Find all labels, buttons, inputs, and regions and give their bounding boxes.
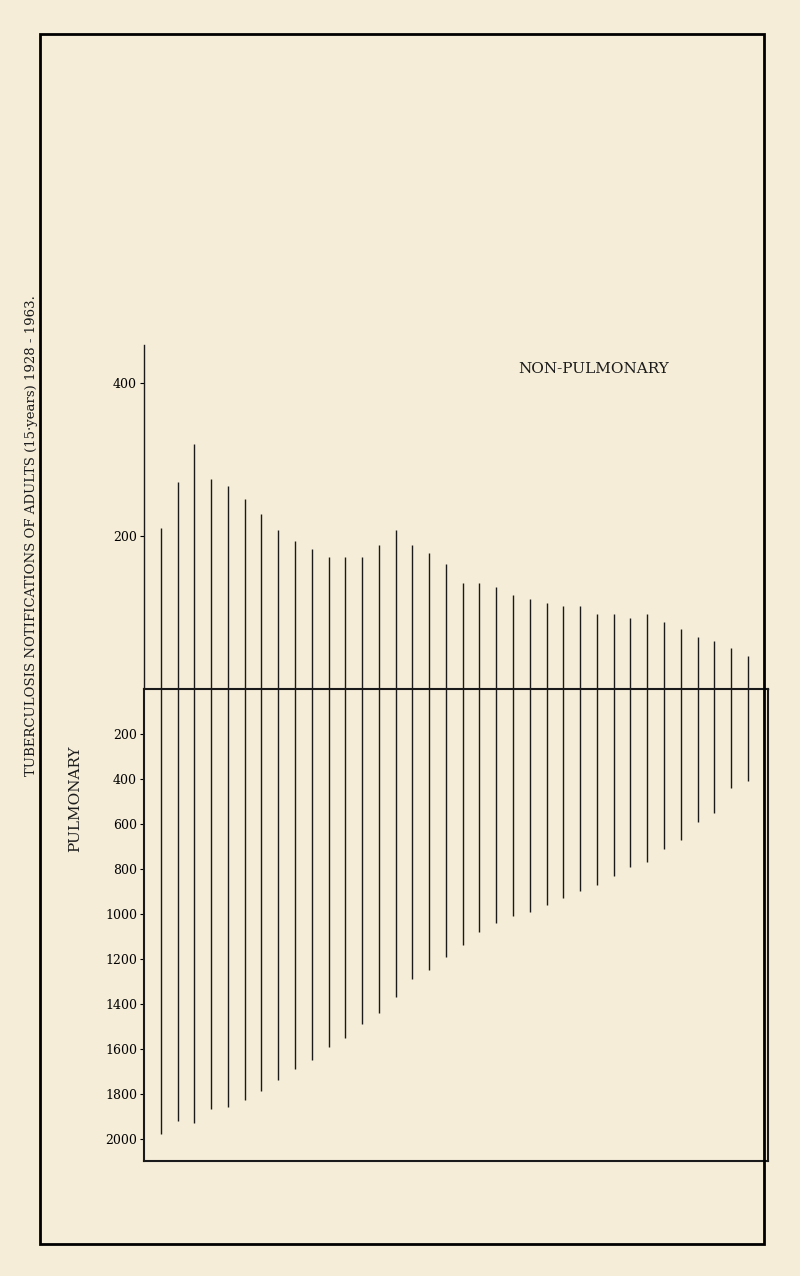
Text: PULMONARY: PULMONARY <box>68 745 82 852</box>
Text: TUBERCULOSIS NOTIFICATIONS OF ADULTS (15·years) 1928 - 1963.: TUBERCULOSIS NOTIFICATIONS OF ADULTS (15… <box>26 296 38 776</box>
Text: NON-PULMONARY: NON-PULMONARY <box>518 362 669 375</box>
